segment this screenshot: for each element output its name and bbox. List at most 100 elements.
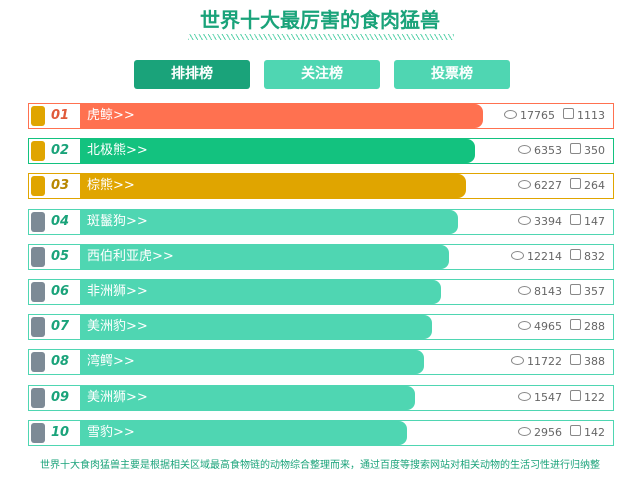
rank-badge xyxy=(31,422,45,443)
rank-number: 06 xyxy=(51,284,70,299)
like-count: 350 xyxy=(584,144,605,158)
animal-name[interactable]: 湾鳄>> xyxy=(87,354,135,370)
animal-name[interactable]: 雪豹>> xyxy=(87,424,135,440)
view-icon xyxy=(518,145,531,155)
view-count: 4965 xyxy=(534,320,562,334)
animal-name[interactable]: 西伯利亚虎>> xyxy=(87,248,174,264)
like-count: 357 xyxy=(584,285,605,298)
like-icon[interactable] xyxy=(570,354,581,366)
view-count: 17765 xyxy=(520,109,555,122)
view-icon xyxy=(504,110,517,119)
like-count: 142 xyxy=(584,425,605,439)
rank-badge xyxy=(31,246,45,267)
rank-badge xyxy=(31,352,45,373)
rank-number: 04 xyxy=(51,213,70,229)
rank-badge xyxy=(31,282,45,302)
like-count: 288 xyxy=(584,320,605,334)
stats: 2956 142 xyxy=(518,421,605,445)
name-bar xyxy=(80,315,432,340)
footer-text: 世界十大食肉猛兽主要是根据相关区域最高食物链的动物综合整理而来，通过百度等搜索网… xyxy=(40,460,600,471)
rank-number: 02 xyxy=(51,143,70,159)
ranking-row[interactable]: 10 雪豹>> 2956 142 xyxy=(28,419,614,446)
ranking-row[interactable]: 04 斑鬣狗>> 3394 147 xyxy=(28,208,614,235)
ranking-row[interactable]: 09 美洲狮>> 1547 122 xyxy=(28,384,614,411)
animal-name[interactable]: 美洲狮>> xyxy=(87,389,148,405)
view-icon xyxy=(518,321,531,331)
like-icon[interactable] xyxy=(570,143,581,155)
animal-name[interactable]: 棕熊>> xyxy=(87,178,135,194)
like-icon[interactable] xyxy=(570,178,581,190)
like-icon[interactable] xyxy=(563,108,574,119)
stats: 4965 288 xyxy=(518,315,605,339)
animal-name[interactable]: 斑鬣狗>> xyxy=(87,213,148,229)
ranking-row[interactable]: 07 美洲豹>> 4965 288 xyxy=(28,314,614,341)
name-bar xyxy=(80,385,415,410)
ranking-row[interactable]: 06 非洲狮>> 8143 357 xyxy=(28,279,614,305)
name-bar xyxy=(80,104,483,128)
like-count: 264 xyxy=(584,179,605,193)
like-icon[interactable] xyxy=(570,319,581,331)
like-count: 1113 xyxy=(577,109,605,122)
ranking-row[interactable]: 03 棕熊>> 6227 264 xyxy=(28,173,614,200)
name-bar xyxy=(80,280,441,304)
rank-number: 07 xyxy=(51,319,70,335)
view-count: 11722 xyxy=(527,355,562,369)
rank-badge xyxy=(31,176,45,197)
like-count: 388 xyxy=(584,355,605,369)
like-count: 832 xyxy=(584,249,605,263)
ranking-row[interactable]: 05 西伯利亚虎>> 12214 832 xyxy=(28,243,614,270)
view-icon xyxy=(518,180,531,190)
animal-name[interactable]: 北极熊>> xyxy=(87,143,148,159)
like-icon[interactable] xyxy=(570,248,581,260)
stats: 6353 350 xyxy=(518,139,605,163)
stats: 12214 832 xyxy=(511,245,605,269)
name-bar xyxy=(80,139,475,164)
view-count: 6227 xyxy=(534,179,562,193)
name-bar xyxy=(80,420,407,445)
stats: 17765 1113 xyxy=(504,104,605,128)
view-count: 12214 xyxy=(527,249,562,263)
name-bar xyxy=(80,244,449,269)
view-count: 2956 xyxy=(534,425,562,439)
tab-button[interactable]: 排排榜 xyxy=(134,60,250,89)
rank-number: 09 xyxy=(51,389,70,405)
tab-button[interactable]: 投票榜 xyxy=(394,60,510,89)
rank-badge xyxy=(31,141,45,162)
stats: 6227 264 xyxy=(518,174,605,198)
view-icon xyxy=(518,215,531,225)
view-count: 1547 xyxy=(534,390,562,404)
view-icon xyxy=(518,391,531,401)
ranking-row[interactable]: 02 北极熊>> 6353 350 xyxy=(28,138,614,165)
animal-name[interactable]: 非洲狮>> xyxy=(87,284,148,299)
like-count: 122 xyxy=(584,390,605,404)
like-icon[interactable] xyxy=(570,424,581,436)
like-icon[interactable] xyxy=(570,213,581,225)
ranking-row[interactable]: 08 湾鳄>> 11722 388 xyxy=(28,349,614,376)
animal-name[interactable]: 美洲豹>> xyxy=(87,319,148,335)
view-count: 6353 xyxy=(534,144,562,158)
rank-badge xyxy=(31,211,45,232)
name-bar xyxy=(80,174,466,199)
title-stripe xyxy=(188,34,454,40)
view-icon xyxy=(518,286,531,295)
like-icon[interactable] xyxy=(570,389,581,401)
rank-number: 01 xyxy=(51,108,70,123)
stats: 11722 388 xyxy=(511,350,605,374)
like-icon[interactable] xyxy=(570,284,581,295)
rank-number: 03 xyxy=(51,178,70,194)
name-bar xyxy=(80,350,424,375)
tab-button[interactable]: 关注榜 xyxy=(264,60,380,89)
rank-badge xyxy=(31,387,45,408)
rank-badge xyxy=(31,106,45,126)
view-icon xyxy=(511,356,524,366)
view-icon xyxy=(518,426,531,436)
ranking-row[interactable]: 01 虎鲸>> 17765 1113 xyxy=(28,103,614,129)
rank-number: 05 xyxy=(51,248,70,264)
rank-number: 10 xyxy=(51,424,70,440)
page-title: 世界十大最厉害的食肉猛兽 xyxy=(200,8,440,32)
rank-number: 08 xyxy=(51,354,70,370)
stats: 1547 122 xyxy=(518,386,605,410)
like-count: 147 xyxy=(584,214,605,228)
animal-name[interactable]: 虎鲸>> xyxy=(87,108,135,123)
